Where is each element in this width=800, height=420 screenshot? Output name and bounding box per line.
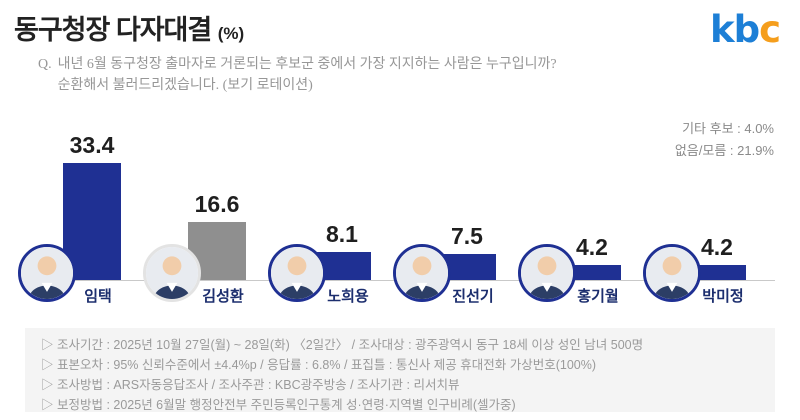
candidate-group: 16.6 김성환 (135, 130, 260, 310)
candidate-name: 김성환 (202, 288, 244, 305)
logo-letter-c: c (759, 8, 781, 51)
question-text: Q. 내년 6월 동구청장 출마자로 거론되는 후보군 중에서 가장 지지하는 … (38, 54, 557, 96)
page-title: 동구청장 다자대결 (%) (14, 8, 244, 47)
candidate-value: 16.6 (194, 191, 240, 217)
candidate-name: 진선기 (452, 288, 494, 305)
candidate-group: 7.5 진선기 (385, 130, 510, 310)
candidate-group: 8.1 노희용 (260, 130, 385, 310)
candidate-value: 7.5 (451, 223, 483, 249)
candidate-photo (143, 244, 201, 302)
none-dontknow-note: 없음/모름 : 21.9% (674, 143, 774, 158)
candidate-value: 4.2 (576, 234, 608, 260)
methodology-line: ▷ 보정방법 : 2025년 6월말 행정안전부 주민등록인구통계 성·연령·지… (41, 398, 516, 412)
candidate-group: 33.4 임택 (10, 130, 135, 310)
candidate-value: 8.1 (326, 221, 358, 247)
question-lines: 내년 6월 동구청장 출마자로 거론되는 후보군 중에서 가장 지지하는 사람은… (58, 54, 557, 96)
side-note: 기타 후보 : 4.0% 없음/모름 : 21.9% (675, 118, 774, 162)
methodology-line: ▷ 조사방법 : ARS자동응답조사 / 조사주관 : KBC광주방송 / 조사… (41, 378, 460, 392)
candidate-name: 임택 (84, 288, 112, 305)
person-silhouette-icon (521, 247, 573, 299)
candidate-photo (18, 244, 76, 302)
other-candidates-note: 기타 후보 : 4.0% (682, 121, 774, 136)
candidate-photo (393, 244, 451, 302)
person-silhouette-icon (271, 247, 323, 299)
question-line-2: 순환해서 불러드리겠습니다. (보기 로테이션) (57, 78, 313, 93)
candidate-bar (688, 265, 746, 280)
methodology-line: ▷ 조사기간 : 2025년 10월 27일(월) ~ 28일(화) 〈2일간〉… (41, 338, 644, 352)
person-silhouette-icon (396, 247, 448, 299)
methodology-line: ▷ 표본오차 : 95% 신뢰수준에서 ±4.4%p / 응답률 : 6.8% … (41, 358, 597, 372)
candidate-photo (643, 244, 701, 302)
candidate-name: 홍기월 (577, 288, 619, 305)
person-silhouette-icon (146, 247, 198, 299)
methodology-box: ▷ 조사기간 : 2025년 10월 27일(월) ~ 28일(화) 〈2일간〉… (25, 328, 775, 412)
logo-letter-b: b (733, 8, 760, 51)
person-silhouette-icon (21, 247, 73, 299)
candidate-name: 박미정 (702, 288, 744, 305)
logo-letter-k: k (709, 8, 735, 51)
candidate-value: 4.2 (701, 234, 733, 260)
title-text: 동구청장 다자대결 (14, 15, 212, 45)
candidate-photo (518, 244, 576, 302)
person-silhouette-icon (646, 247, 698, 299)
candidate-name: 노희용 (327, 288, 369, 305)
candidate-photo (268, 244, 326, 302)
question-line-1: 내년 6월 동구청장 출마자로 거론되는 후보군 중에서 가장 지지하는 사람은… (57, 57, 557, 72)
candidate-bar (563, 265, 621, 280)
candidate-group: 4.2 홍기월 (510, 130, 635, 310)
kbc-logo: kbc (709, 8, 781, 51)
title-unit: (%) (217, 24, 245, 43)
candidate-group: 4.2 박미정 (635, 130, 760, 310)
candidate-value: 33.4 (69, 132, 115, 158)
question-prefix: Q. (38, 57, 52, 72)
